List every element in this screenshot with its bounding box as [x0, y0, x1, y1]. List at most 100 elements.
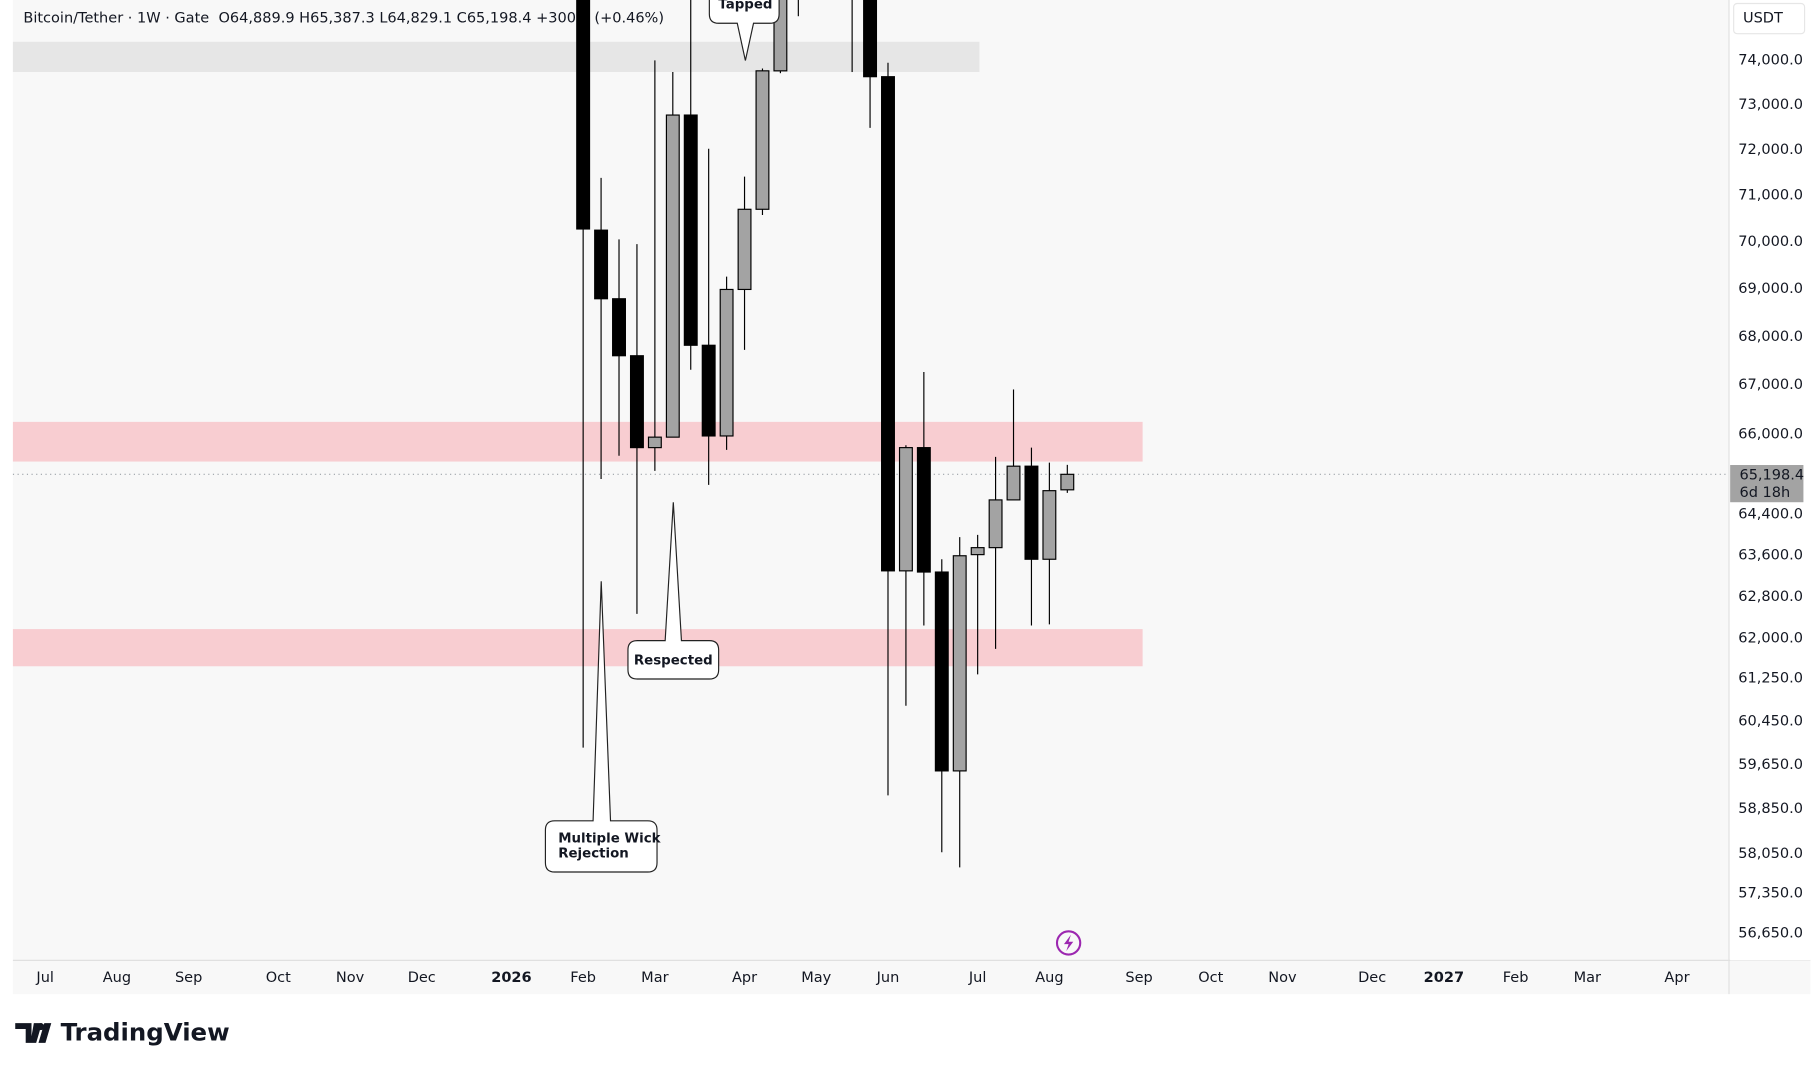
candle-body [683, 114, 698, 346]
y-tick-label: 69,000.0 [1738, 281, 1803, 297]
x-tick-label: Feb [1503, 970, 1529, 986]
y-tick-label: 58,850.0 [1738, 801, 1803, 817]
plot-area [12, 0, 1730, 961]
y-tick-label: 62,000.0 [1738, 631, 1803, 647]
annotation: Respected [627, 502, 720, 680]
x-tick-label: Dec [1358, 970, 1386, 986]
x-tick-label: Aug [1035, 970, 1063, 986]
y-tick-label: 56,650.0 [1738, 926, 1803, 942]
x-tick-label: Sep [1125, 970, 1152, 986]
ohlc: O64,889.9 H65,387.3 L64,829.1 C65,198.4 … [219, 11, 665, 27]
candles [576, 0, 1075, 868]
x-tick-label: Jul [35, 970, 54, 986]
y-tick-label: 58,050.0 [1738, 846, 1803, 862]
x-tick-label: Jun [876, 970, 900, 986]
candle-body [1006, 465, 1021, 501]
x-tick-label: Nov [336, 970, 365, 986]
icon [1063, 934, 1074, 952]
x-tick-label: Feb [570, 970, 596, 986]
icon [1055, 930, 1082, 956]
y-tick-label: 61,250.0 [1738, 671, 1803, 687]
callout [627, 502, 720, 680]
x-tick-label: Jul [968, 970, 987, 986]
candle-body [970, 547, 985, 556]
x-tick-label: Oct [1198, 970, 1223, 986]
candle-body [594, 229, 609, 300]
y-tick-label: 66,000.0 [1738, 426, 1803, 442]
candle-body [863, 0, 878, 78]
x-tick-label: Apr [732, 970, 757, 986]
annotation-text: Tapped [718, 0, 772, 13]
x-tick-label: Dec [408, 970, 436, 986]
logo-mark [38, 1023, 52, 1043]
snap-icon[interactable] [1055, 930, 1082, 956]
candle-body [629, 355, 644, 449]
y-tick-label: 72,000.0 [1738, 142, 1803, 158]
logo-mark [37, 1023, 45, 1031]
x-tick-label: Nov [1268, 970, 1297, 986]
candle-body [1024, 465, 1039, 560]
y-axis: 74,000.0 73,000.0 72,000.0 71,000.0 70,000.0… [1730, 52, 1804, 942]
x-tick-label: Aug [103, 970, 131, 986]
candle-body [576, 0, 591, 230]
x-tick-label: Mar [641, 970, 668, 986]
zone [12, 41, 980, 73]
candle-body [701, 344, 716, 437]
candle-body [881, 76, 895, 572]
chart-header: Bitcoin/Tether · 1W · Gate O64,889.9 H65,… [23, 11, 664, 27]
candle-body [952, 555, 967, 772]
zone [12, 629, 1143, 667]
x-axis-area [12, 960, 1811, 995]
x-tick-label: Sep [175, 970, 202, 986]
candle-body [612, 298, 626, 357]
candle-body [755, 70, 770, 210]
y-tick-label: 62,800.0 [1738, 589, 1803, 605]
candle-body [916, 447, 931, 573]
y-tick-label: 73,000.0 [1738, 97, 1803, 113]
candle-body [1042, 490, 1057, 560]
symbol: Bitcoin/Tether · 1W · Gate [23, 11, 209, 27]
x-tick-label: 2027 [1424, 970, 1464, 986]
x-tick-label: Oct [266, 970, 291, 986]
x-axis: Jul Aug Sep Oct Nov Dec 2026 Feb Mar Apr May Jun Jul… [35, 970, 1689, 986]
x-tick-label: Mar [1574, 970, 1601, 986]
y-tick-label: 64,400.0 [1738, 507, 1803, 523]
y-tick-label: 74,000.0 [1738, 52, 1803, 68]
candle-body [898, 447, 913, 572]
zone [12, 421, 1143, 462]
y-tick-label: 67,000.0 [1738, 377, 1803, 393]
logo[interactable]: TradingView [15, 1018, 230, 1047]
logo-mark [15, 1023, 42, 1043]
annotation-text: Rejection [558, 846, 629, 861]
annotation: Tapped [708, 0, 780, 61]
branding: TradingView [61, 1018, 230, 1047]
y-tick-label: 68,000.0 [1738, 329, 1803, 345]
candle-body [988, 499, 1003, 549]
candle-body [737, 208, 752, 291]
current-price-box [1730, 465, 1804, 503]
y-tick-label: 70,000.0 [1738, 234, 1803, 250]
annotation-text: Multiple Wick [558, 831, 661, 846]
x-tick-label: May [801, 970, 831, 986]
candle-body [719, 288, 734, 437]
annotation: Multiple Wick Rejection [544, 581, 662, 873]
candle-body [647, 436, 662, 449]
currency-box[interactable] [1733, 2, 1806, 35]
y-tick-label: 71,000.0 [1738, 188, 1803, 204]
y-tick-label: 57,350.0 [1738, 886, 1803, 902]
callout [708, 0, 780, 61]
y-tick-label: 59,650.0 [1738, 757, 1803, 773]
y-tick-label: 63,600.0 [1738, 547, 1803, 563]
candle-body [1060, 473, 1075, 491]
annotation-text: Respected [634, 653, 713, 668]
candle-body [934, 571, 949, 772]
candle-body [665, 114, 680, 438]
callout [544, 581, 658, 873]
x-tick-label: Apr [1664, 970, 1689, 986]
current-price-label: 65,198.4 [1739, 467, 1804, 483]
currency: USDT [1743, 11, 1783, 27]
x-tick-label: 2026 [491, 970, 531, 986]
countdown: 6d 18h [1739, 485, 1790, 501]
